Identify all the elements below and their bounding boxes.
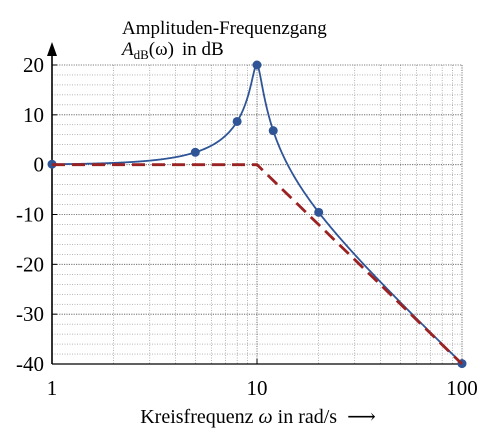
data-point — [268, 126, 278, 136]
y-tick-label: -30 — [16, 302, 44, 326]
y-axis-label: AdB(ω) in dB — [120, 39, 224, 62]
data-point — [232, 116, 242, 126]
data-point — [190, 147, 200, 157]
x-axis-label: Kreisfrequenz ω in rad/s ⟶ — [140, 406, 376, 428]
x-tick-label: 10 — [247, 376, 268, 400]
y-tick-label: 20 — [23, 53, 44, 77]
major-grid — [51, 64, 463, 365]
data-point — [314, 207, 324, 217]
y-tick-label: -20 — [16, 252, 44, 276]
y-tick-label: -10 — [16, 203, 44, 227]
axes — [47, 42, 463, 365]
y-tick-label: 10 — [23, 103, 44, 127]
y-tick-label: -40 — [16, 352, 44, 376]
data-point — [252, 60, 262, 70]
y-axis-arrow — [47, 42, 57, 56]
x-tick-label: 100 — [446, 376, 478, 400]
asymptote-line — [52, 163, 463, 366]
y-tick-label: 0 — [34, 153, 45, 177]
x-tick-label: 1 — [47, 376, 58, 400]
series-layer — [47, 60, 467, 369]
chart-title: Amplituden-Frequenzgang — [122, 18, 327, 39]
